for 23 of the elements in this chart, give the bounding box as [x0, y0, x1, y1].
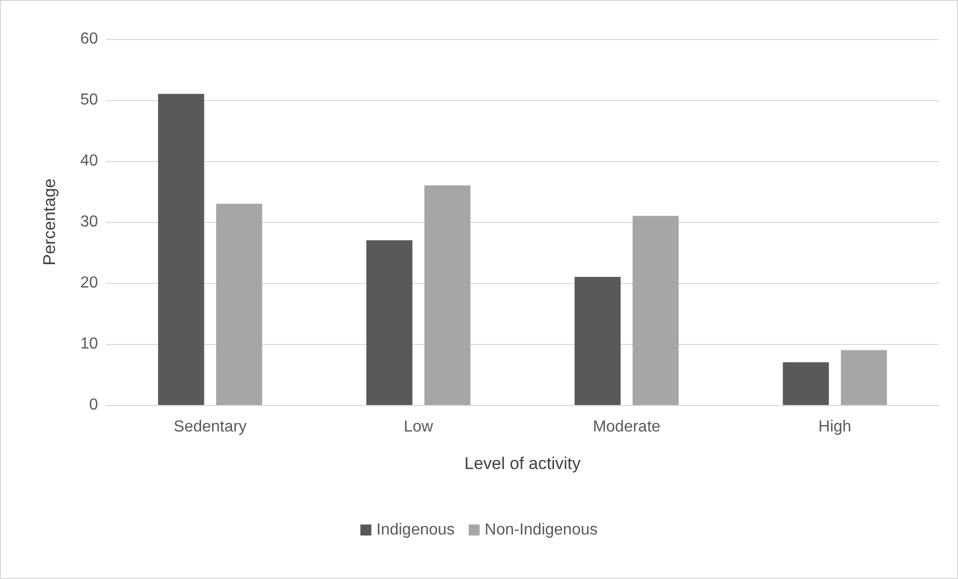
bar [158, 94, 204, 405]
x-tick-label: Sedentary [174, 418, 247, 436]
y-tick-label: 20 [80, 274, 98, 292]
x-tick-label: High [818, 418, 852, 436]
y-tick-label: 0 [89, 396, 98, 414]
x-tick-label: Low [404, 418, 434, 436]
bar [632, 216, 679, 405]
bar [840, 350, 887, 405]
y-tick-label: 30 [80, 214, 98, 230]
x-axis-title: Level of activity [464, 454, 582, 473]
y-axis-title: Percentage [40, 178, 59, 266]
y-tick-label: 10 [80, 336, 98, 352]
bar [782, 362, 829, 405]
bar [216, 204, 262, 405]
y-tick-label: 60 [80, 30, 98, 48]
y-tick-label: 50 [80, 92, 98, 108]
legend-label: Indigenous [376, 522, 455, 538]
bar [574, 276, 621, 405]
bar [424, 185, 470, 405]
legend-label: Non-Indigenous [484, 522, 598, 538]
x-tick-label: Moderate [592, 418, 661, 436]
y-tick-label: 40 [80, 152, 98, 170]
bar [366, 240, 412, 405]
